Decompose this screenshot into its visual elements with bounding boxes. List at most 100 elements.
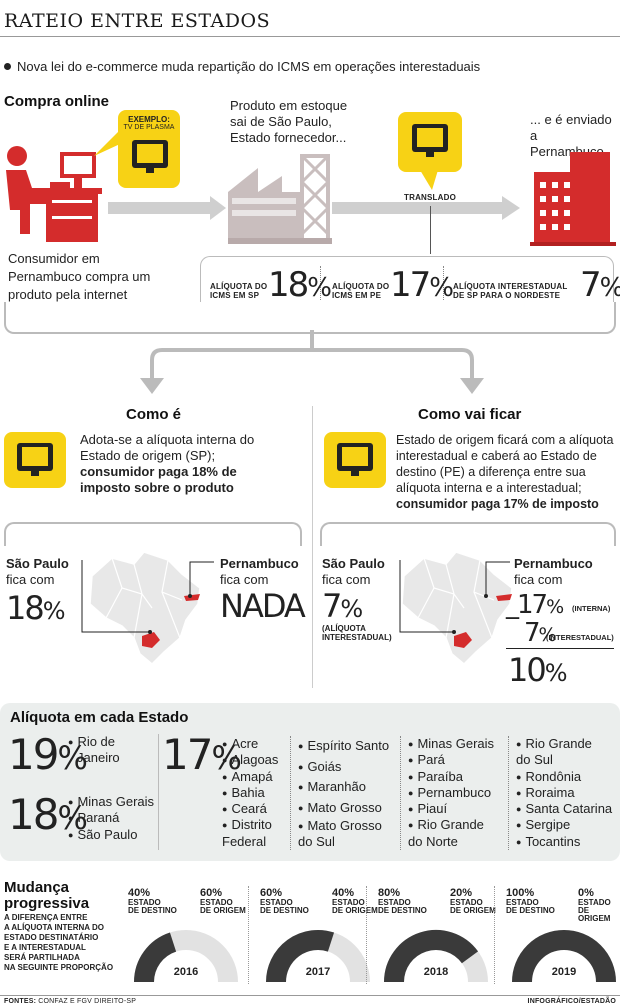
donut-label-line: DE DESTINO [260,906,309,915]
como-vai-text-bold: consumidor paga 17% de imposto [396,497,599,511]
rate-value-sp: 18% [268,265,332,305]
state-list-item: Janeiro [77,750,120,766]
donut-label-line: DE ORIGEM [578,906,611,923]
state-caption: fica com [6,572,55,587]
arrow-right-icon [108,196,226,220]
como-vai-heading: Como vai ficar [418,406,522,423]
rate-unit: % [429,273,454,303]
donut-chart [512,930,616,983]
donut-year: 2017 [305,966,331,978]
building-icon [530,152,616,246]
arrow-right-icon [332,196,520,220]
map-pointer-lines [399,560,456,634]
como-vai-sp-value: 7% [322,587,363,625]
donut-year: 2018 [423,966,449,978]
rate-label-pe: ALÍQUOTA DO ICMS EM PE [332,282,389,300]
state-name: Pernambuco [514,556,593,571]
footer-rule [0,995,620,996]
tv-icon [132,140,168,173]
donut-label-line: ESTADO [332,898,365,907]
donut-chart [266,930,370,983]
donut-divider [366,886,367,984]
como-e-tv-box [4,432,66,488]
rate-label-line: DE SP PARA O NORDESTE [453,291,561,300]
aliquota-col-divider [508,736,509,850]
list-18: Minas Gerais Paraná São Paulo [68,794,154,843]
page-title: RATEIO ENTRE ESTADOS [4,10,271,32]
brazil-map-icon [401,551,513,666]
state-list-item: Federal [222,833,267,849]
minus-sign: _ [506,590,519,620]
rates-box [200,256,614,302]
como-vai-pe-result: 10% [508,654,568,689]
subtraction-rule [506,648,614,649]
donut-orig-label: 60% ESTADO DE ORIGEM [200,888,246,915]
como-e-heading: Como é [126,406,182,423]
factory-icon [228,154,332,244]
state-caption: fica com [220,572,269,587]
percent-sign: % [538,624,557,646]
state-caption: fica com [322,572,371,587]
state-list-item: Pernambuco [408,785,494,801]
map-pointer-lines [188,561,214,598]
donut-percent: 40% [332,887,355,899]
donut-destination-arc [134,932,177,983]
tv-icon [412,124,448,157]
state-list-item: Paraíba [408,769,494,785]
donut-label-line: ESTADO [506,898,539,907]
state-list-item: Sergipe [516,817,612,833]
tv-icon [17,443,53,476]
mudanca-heading-line: Mudança [4,879,70,896]
rate-number: 18 [268,265,309,305]
mudanca-text-line: A ALÍQUOTA INTERNA DO [4,923,104,932]
rate-label-sp: ALÍQUOTA DO ICMS EM SP [210,282,267,300]
donut-percent: 60% [200,887,223,899]
como-e-text-bold: consumidor paga 18% de [80,464,237,479]
rate-value-inter: 7% [580,268,620,305]
como-e-bracket [4,522,302,546]
rate-label-line: ICMS EM PE [332,291,382,300]
como-vai-text-line: interestadual e caberá ao Estado de [396,449,597,463]
exemplo-label: EXEMPLO: [128,115,170,124]
state-list-item: Bahia [222,785,278,801]
state-list-item: Ceará [222,801,278,817]
mudanca-text-line: A DIFERENÇA ENTRE [4,913,88,922]
rate-label-inter: ALÍQUOTA INTERESTADUAL DE SP PARA O NORD… [453,282,567,300]
list-17-col4: Rio Grande do Sul Rondônia Roraima Santa… [516,736,612,850]
mudanca-heading-line: progressiva [4,895,90,912]
donut-dest-label: 40% ESTADO DE DESTINO [128,888,177,915]
state-list-item: Acre [222,736,278,752]
state-list-item: Rio de [68,734,120,750]
state-name: São Paulo [6,556,69,571]
state-list-item: Tocantins [516,834,612,850]
rate-number: 18 [6,589,45,627]
donut-orig-label: 0% ESTADO DE ORIGEM [578,888,620,923]
donut-divider [494,886,495,984]
aliquota-col-divider [290,736,291,850]
rate-number: 18 [8,790,59,839]
split-arrows-icon [140,330,484,394]
sources: FONTES: CONFAZ E FGV DIREITO-SP [4,998,136,1005]
consumer-text: Consumidor em Pernambuco compra um produ… [8,250,178,304]
state-list-item: Amapá [222,769,278,785]
pe-note-interestadual: (INTERESTADUAL) [546,633,614,642]
donut-label-line: DE ORIGEM [332,906,378,915]
como-e-pe-value: NADA [220,587,306,625]
bullet-icon [4,63,11,70]
donut-label-line: DE DESTINO [506,906,555,915]
tv-icon [337,443,373,476]
exemplo-value: TV DE PLASMA [123,124,175,131]
como-e-text-line: Estado de origem (SP); [80,448,216,463]
aliquota-divider [158,734,159,850]
mudanca-text-line: SERÁ PARTILHADA [4,953,80,962]
donut-year: 2019 [551,966,577,978]
exemplo-tv-box: EXEMPLO: TV DE PLASMA [118,110,180,188]
product-text: Produto em estoque sai de São Paulo, Est… [230,98,347,146]
donut-percent: 20% [450,887,473,899]
como-vai-pe-value1: _17% [506,590,564,620]
speech-pointer-icon [420,170,438,190]
rate-number: 7 [322,587,342,625]
state-list-item: Rio Grande [516,736,612,752]
donut-destination-arc [512,930,616,983]
como-vai-pe-label: Pernambuco fica com [514,556,593,588]
